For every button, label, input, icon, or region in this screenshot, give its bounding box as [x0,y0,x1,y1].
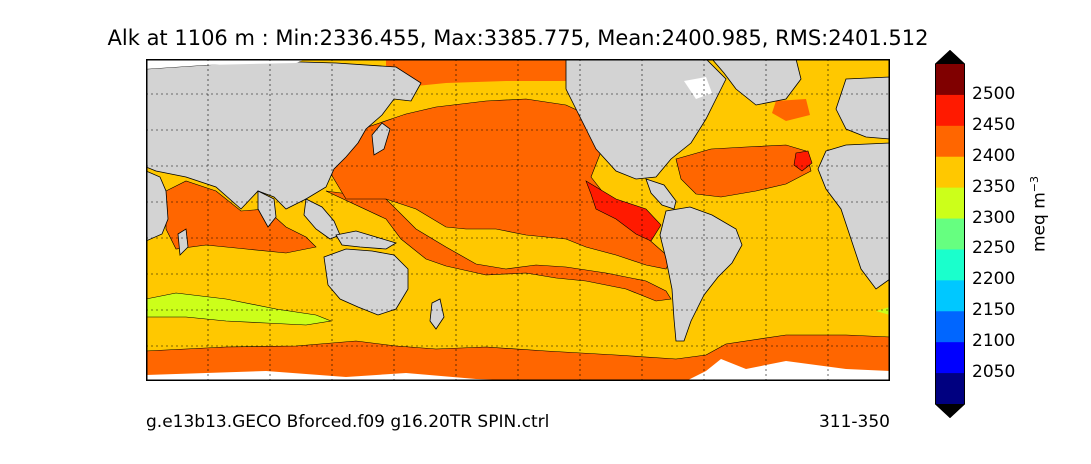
colorbar-tick-label: 2300 [972,207,1016,228]
unit-text: meq m [1029,192,1050,252]
colorbar-segment [935,280,965,312]
graticule [146,59,890,381]
greenland-land [711,59,802,106]
colorbar-tick-label: 2050 [972,362,1016,383]
antarctic-no-data-2 [686,359,890,381]
europe-asia-land [146,60,422,210]
north-atlantic-band [675,144,812,198]
japan-land [371,122,391,156]
sea-of-okhotsk-band [392,115,408,135]
colorbar-segment [935,373,965,405]
madagascar-land [177,228,189,256]
north-america-land [565,59,727,180]
map-frame [146,59,890,381]
north-pacific-band [320,98,672,270]
new-zealand-land [429,298,445,330]
east-pacific-low [876,307,890,315]
arctic-no-data [146,59,306,69]
colorbar-unit-label: meq m−3 [1028,176,1050,252]
unit-superscript: −3 [1028,176,1041,193]
colorbar-segment [935,311,965,343]
colorbar-tick-label: 2100 [972,331,1016,352]
africa-land-west [817,142,890,290]
india-land [257,190,277,228]
colorbar [935,49,965,419]
australia-land [323,248,409,316]
labrador-band [772,99,810,121]
europe-land-west [835,76,890,140]
colorbar-tick-label: 2500 [972,83,1016,104]
central-america-land [645,178,677,210]
ocean-map [146,59,890,381]
colorbar-segment [935,187,965,220]
colorbar-tick-label: 2150 [972,300,1016,321]
colorbar-extend-max [935,50,965,64]
hudson-no-data [684,77,712,99]
colorbar-segment [935,218,965,250]
run-name-label: g.e13b13.GECO Bforced.f09 g16.20TR SPIN.… [146,412,550,432]
africa-land-east [146,170,169,242]
colorbar-tick-label: 2350 [972,176,1016,197]
colorbar-segment [935,125,965,158]
south-indian-low [146,292,333,326]
south-pacific-band [325,190,672,302]
sea-asia-land [303,198,341,240]
indonesia-land [335,230,397,250]
plot-title: Alk at 1106 m : Min:2336.455, Max:3385.7… [107,26,929,50]
colorbar-segment [935,249,965,281]
colorbar-segment [935,64,965,96]
colorbar-tick-label: 2250 [972,238,1016,259]
colorbar-extend-min [935,404,965,418]
colorbar-tick-label: 2450 [972,114,1016,135]
period-label: 311-350 [818,412,890,432]
colorbar-outline [935,49,965,419]
colorbar-tick-label: 2400 [972,145,1016,166]
antarctic-no-data [146,371,546,381]
colorbar-segment [935,342,965,374]
colorbar-segment [935,156,965,189]
colorbar-segment [935,94,965,127]
colorbar-tick-label: 2200 [972,269,1016,290]
